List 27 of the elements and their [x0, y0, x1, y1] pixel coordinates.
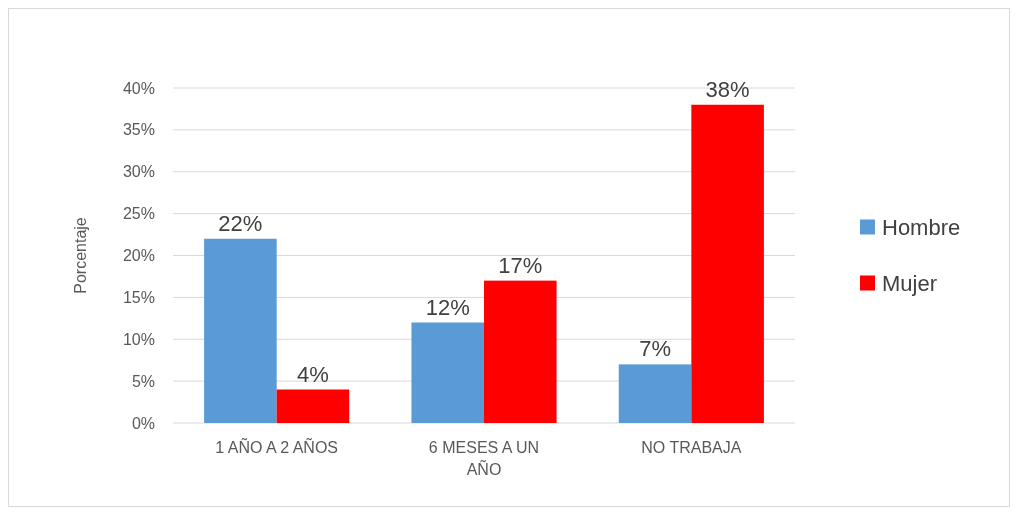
legend-label: Hombre	[882, 215, 961, 241]
y-axis-title: Porcentaje	[72, 217, 89, 294]
bar	[204, 238, 277, 423]
x-tick-label: NO TRABAJA	[641, 439, 742, 456]
bar	[411, 322, 484, 423]
data-label: 7%	[639, 336, 671, 362]
y-tick-label: 25%	[122, 205, 155, 223]
data-label: 22%	[218, 210, 263, 236]
bar	[618, 364, 692, 423]
y-tick-label: 5%	[131, 372, 155, 390]
data-label: 38%	[705, 76, 750, 102]
y-tick-label: 30%	[122, 163, 155, 181]
data-label: 4%	[297, 361, 329, 387]
y-tick-label: 20%	[122, 247, 155, 265]
x-tick-label: 6 MESES A UN AÑO	[428, 439, 540, 478]
y-tick-label: 10%	[122, 330, 155, 348]
y-tick-label: 15%	[122, 288, 155, 306]
y-tick-label: 0%	[131, 414, 155, 432]
y-tick-label: 40%	[122, 79, 155, 97]
bar	[484, 280, 557, 423]
bar	[691, 104, 764, 423]
data-label: 17%	[498, 252, 543, 278]
legend-label: Mujer	[882, 271, 938, 297]
data-label: 12%	[425, 294, 470, 320]
x-tick-label: 1 AÑO A 2 AÑOS	[215, 437, 339, 456]
y-tick-label: 35%	[122, 121, 155, 139]
bar	[276, 389, 350, 423]
